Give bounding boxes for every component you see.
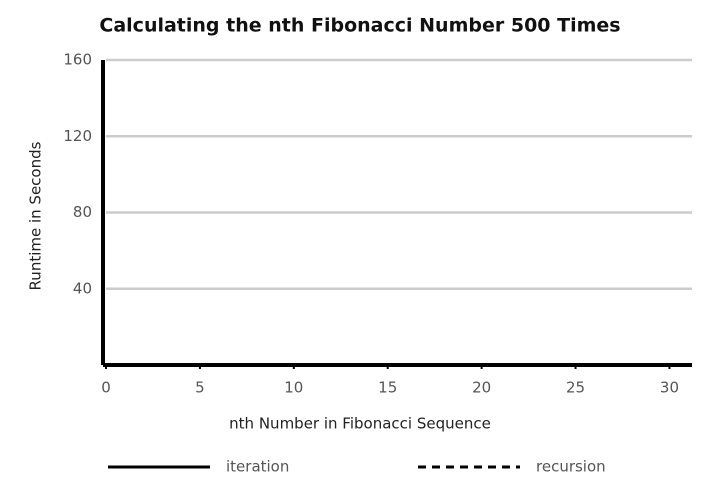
x-axis-label: nth Number in Fibonacci Sequence bbox=[229, 415, 491, 433]
y-tick-label: 40 bbox=[73, 279, 92, 297]
chart-title: Calculating the nth Fibonacci Number 500… bbox=[99, 15, 620, 37]
y-tick-label: 80 bbox=[73, 203, 92, 221]
legend-label: recursion bbox=[536, 458, 606, 476]
y-tick-label: 160 bbox=[63, 51, 92, 69]
x-tick-label: 20 bbox=[472, 379, 491, 397]
x-tick-label: 0 bbox=[101, 379, 111, 397]
y-axis-label: Runtime in Seconds bbox=[27, 141, 45, 290]
x-tick-label: 15 bbox=[378, 379, 397, 397]
y-tick-label: 120 bbox=[63, 127, 92, 145]
x-tick-label: 30 bbox=[660, 379, 679, 397]
x-tick-label: 25 bbox=[566, 379, 585, 397]
x-tick-label: 5 bbox=[195, 379, 205, 397]
x-tick-label: 10 bbox=[284, 379, 303, 397]
legend-label: iteration bbox=[226, 458, 289, 476]
